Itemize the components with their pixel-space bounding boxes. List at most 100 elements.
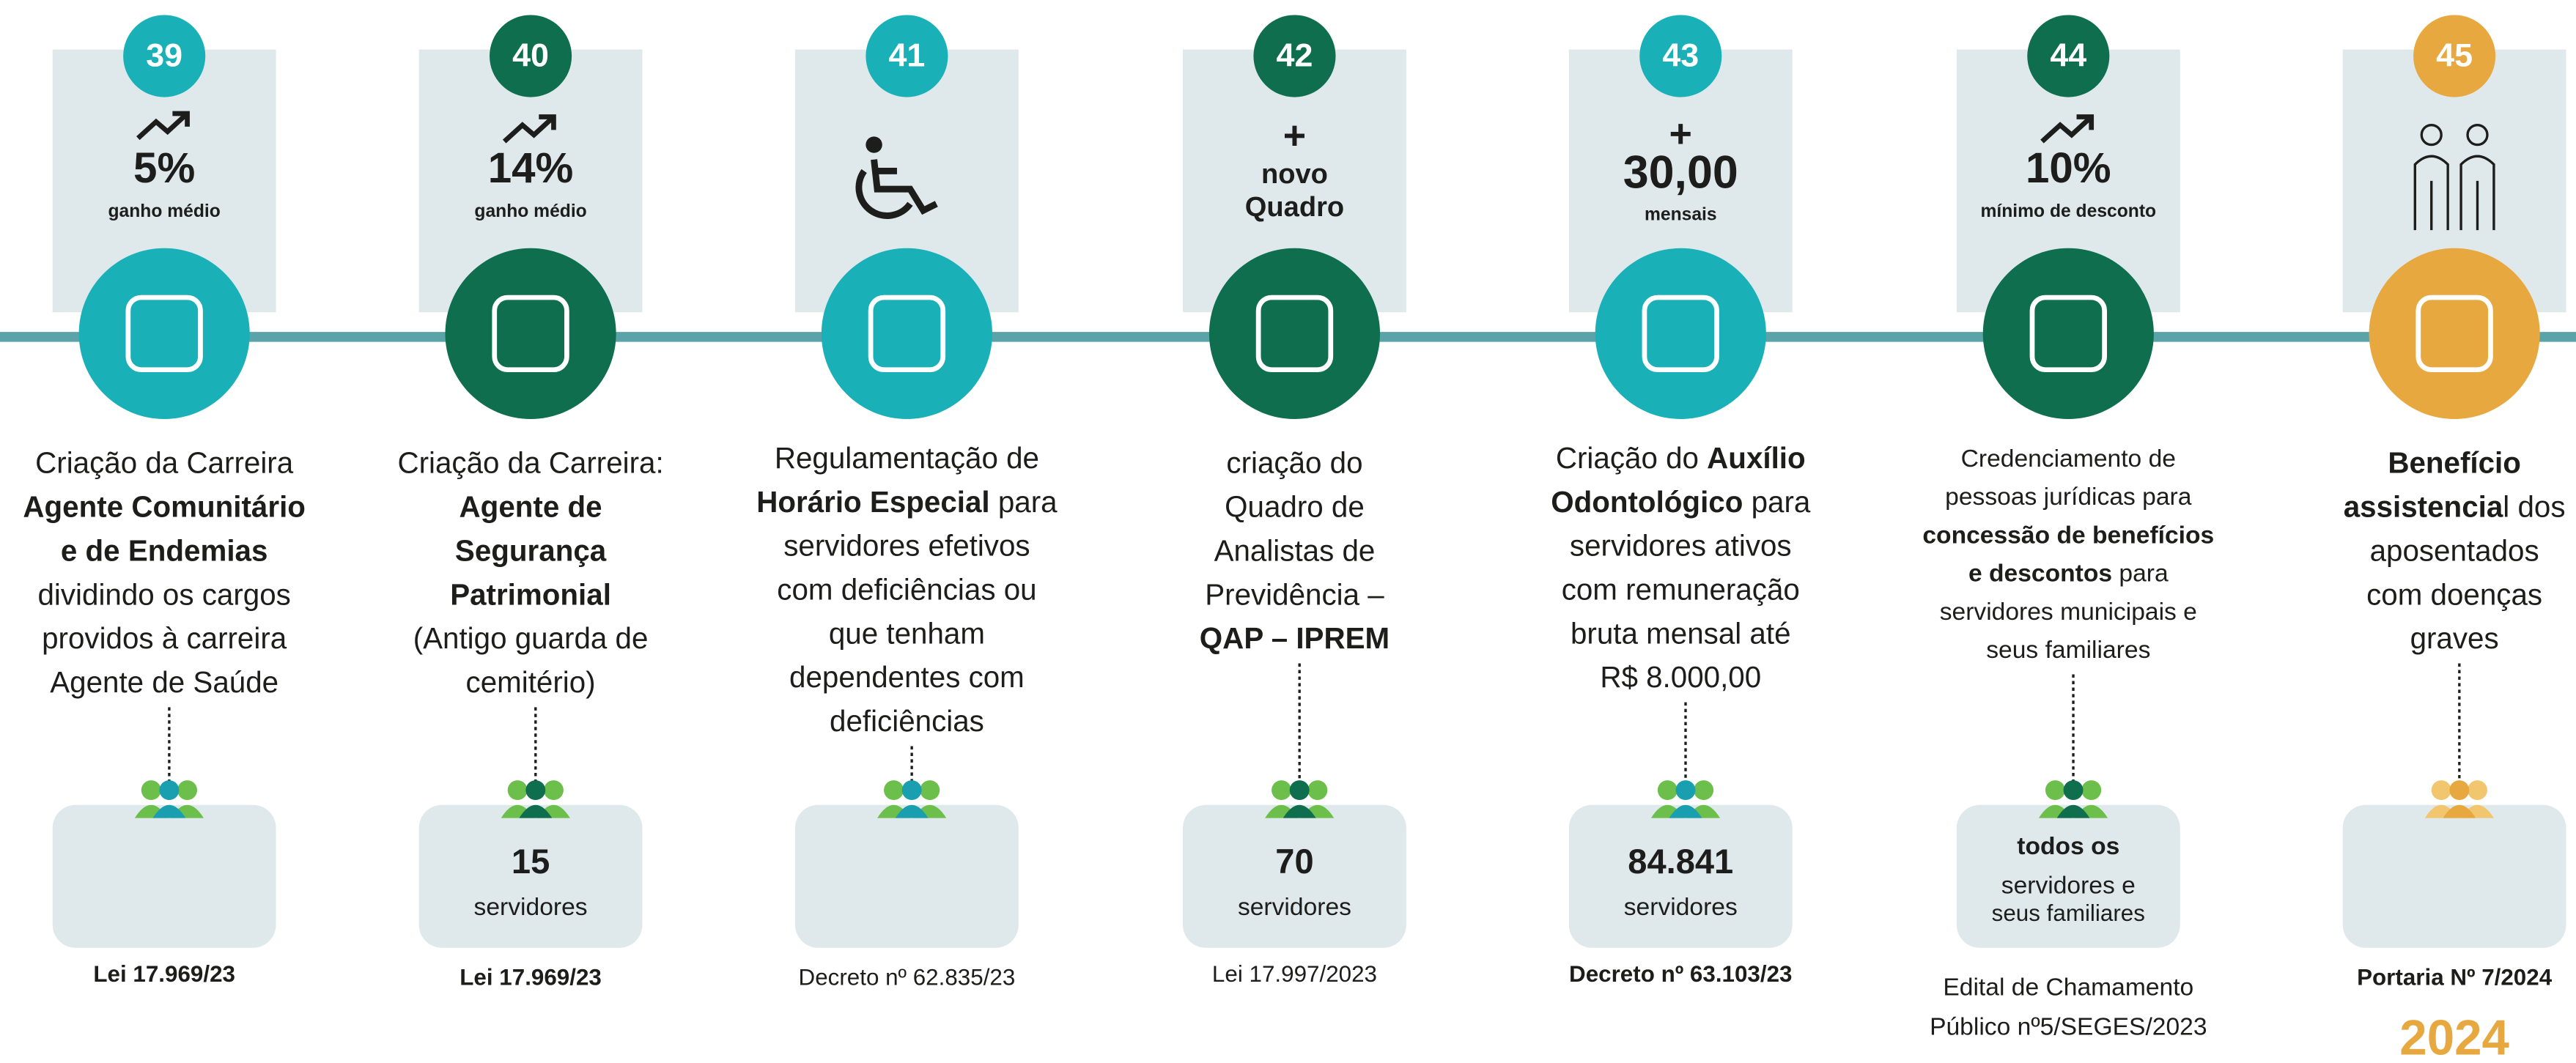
description-line: Benefício: [2388, 445, 2521, 479]
description-line: Credenciamento de: [1961, 445, 2176, 473]
source-text: Portaria Nº 7/2024: [2357, 965, 2553, 990]
description-line: (Antigo guarda de: [413, 621, 649, 655]
header-text: 5%: [133, 144, 195, 192]
trend-icon: [502, 114, 556, 144]
description-segment: R$ 8.000,00: [1600, 660, 1761, 694]
description-segment: seus familiares: [1986, 637, 2150, 664]
timeline-item-front: 44 10% mínimo de desconto Credenciamento de…: [1922, 15, 2214, 1040]
count-text: servidores e: [2001, 873, 2136, 900]
description-segment: para: [990, 484, 1058, 518]
description-segment: Credenciamento de: [1961, 445, 2176, 473]
timeline-item-front: 45 Benefício assistencial dos aposentados co…: [2342, 15, 2566, 990]
header-text: +: [1283, 114, 1306, 158]
people-icon: [2056, 804, 2090, 818]
description-segment: assistencia: [2344, 489, 2503, 523]
description-line: servidores efetivos: [783, 528, 1030, 562]
description-segment: Agente Comunitário: [23, 489, 306, 523]
description-segment: que tenham: [829, 616, 985, 650]
description-line: criação do: [1226, 445, 1362, 479]
description-line: Criação do Auxílio: [1556, 441, 1806, 475]
description-segment: graves: [2410, 621, 2499, 655]
description-line: aposentados: [2370, 533, 2539, 567]
count-text: 84.841: [1628, 842, 1733, 881]
description-segment: com deficiências ou: [777, 572, 1036, 606]
header-text: Quadro: [1245, 192, 1344, 223]
count-box: [52, 804, 276, 948]
header-text: 10%: [2026, 144, 2111, 192]
description-segment: Agente de: [460, 489, 602, 523]
timeline-item-front: 39 5% ganho médio Criação da Carreira Agente…: [23, 15, 306, 987]
description-segment: Criação da Carreira:: [397, 445, 663, 479]
elderly-icon: [2466, 123, 2489, 147]
header-text: 14%: [488, 144, 574, 192]
count-box: [1568, 804, 1793, 948]
description-segment: Patrimonial: [450, 577, 611, 611]
description-line: R$ 8.000,00: [1600, 660, 1761, 694]
description-segment: Criação da Carreira: [35, 445, 294, 479]
source-text: Lei 17.969/23: [93, 961, 235, 987]
people-icon: [2468, 780, 2487, 801]
people-icon: [901, 780, 922, 801]
timeline-item-front: 41 Regulamentação de Horário Especial para…: [756, 15, 1058, 990]
main-icon: [492, 295, 569, 373]
number-badge: [123, 15, 206, 97]
people-icon: [920, 780, 940, 801]
description-line: Agente de Saúde: [50, 665, 278, 699]
number-badge: [1639, 15, 1722, 97]
people-icon: [2081, 780, 2102, 801]
header-text: ganho médio: [474, 201, 586, 221]
description-segment: Odontológico: [1551, 484, 1743, 518]
description-segment: Previdência –: [1205, 577, 1384, 611]
description-segment: e descontos: [1968, 560, 2112, 588]
description-line: concessão de benefícios: [1922, 522, 2214, 549]
description-segment: servidores efetivos: [783, 528, 1030, 562]
description-line: com deficiências ou: [777, 572, 1036, 606]
description-segment: dividindo os cargos: [37, 577, 290, 611]
item-number: 43: [1662, 37, 1699, 74]
main-icon-circle: [1982, 248, 2154, 419]
people-icon: [2431, 780, 2451, 801]
people-icon: [152, 804, 186, 818]
description-line: dependentes com: [789, 660, 1025, 694]
people-icon: [177, 780, 198, 801]
count-text: 70: [1275, 842, 1313, 881]
main-icon-circle: [821, 248, 992, 419]
description-segment: dependentes com: [789, 660, 1025, 694]
number-badge: [2413, 15, 2496, 97]
timeline-item-front: 43 +30,00 mensais Criação do Auxílio Odontol…: [1551, 15, 1811, 987]
description-segment: com doenças: [2366, 577, 2542, 611]
description-segment: cemitério): [466, 665, 596, 699]
count-text: todos os: [2017, 833, 2119, 860]
description-line: pessoas jurídicas para: [1945, 484, 2192, 511]
people-icon: [1283, 804, 1316, 818]
people-icon: [519, 804, 553, 818]
count-box: [794, 804, 1019, 948]
people-icon: [2063, 780, 2084, 801]
main-icon-circle: [1208, 248, 1381, 419]
main-icon: [125, 295, 203, 373]
description-line: seus familiares: [1986, 637, 2150, 664]
main-icon-circle: [445, 248, 616, 419]
description-line: Quadro de: [1225, 489, 1365, 523]
year: 2024: [2399, 1010, 2509, 1063]
people-icon: [141, 780, 161, 801]
people-icon: [2449, 780, 2470, 801]
people-icon: [544, 780, 564, 801]
header-text: novo: [1261, 159, 1328, 190]
description-segment: e de Endemias: [61, 533, 268, 567]
source-text: Decreto nº 62.835/23: [799, 965, 1016, 990]
item-number: 45: [2436, 37, 2473, 74]
description-segment: servidores municipais e: [1940, 599, 2197, 626]
source-text: Lei 17.997/2023: [1212, 961, 1377, 987]
count-text: seus familiares: [1992, 900, 2145, 926]
source-text: Edital de Chamamento: [1943, 974, 2193, 1001]
people-icon: [1307, 780, 1328, 801]
people-icon: [507, 780, 528, 801]
header-text: mensais: [1645, 204, 1717, 224]
description-segment: criação do: [1226, 445, 1362, 479]
item-number: 44: [2050, 37, 2086, 74]
count-text: 15: [512, 842, 550, 881]
elderly-icon: [2413, 155, 2449, 231]
main-icon: [1255, 295, 1334, 373]
description-line: e descontos para: [1968, 560, 2169, 588]
